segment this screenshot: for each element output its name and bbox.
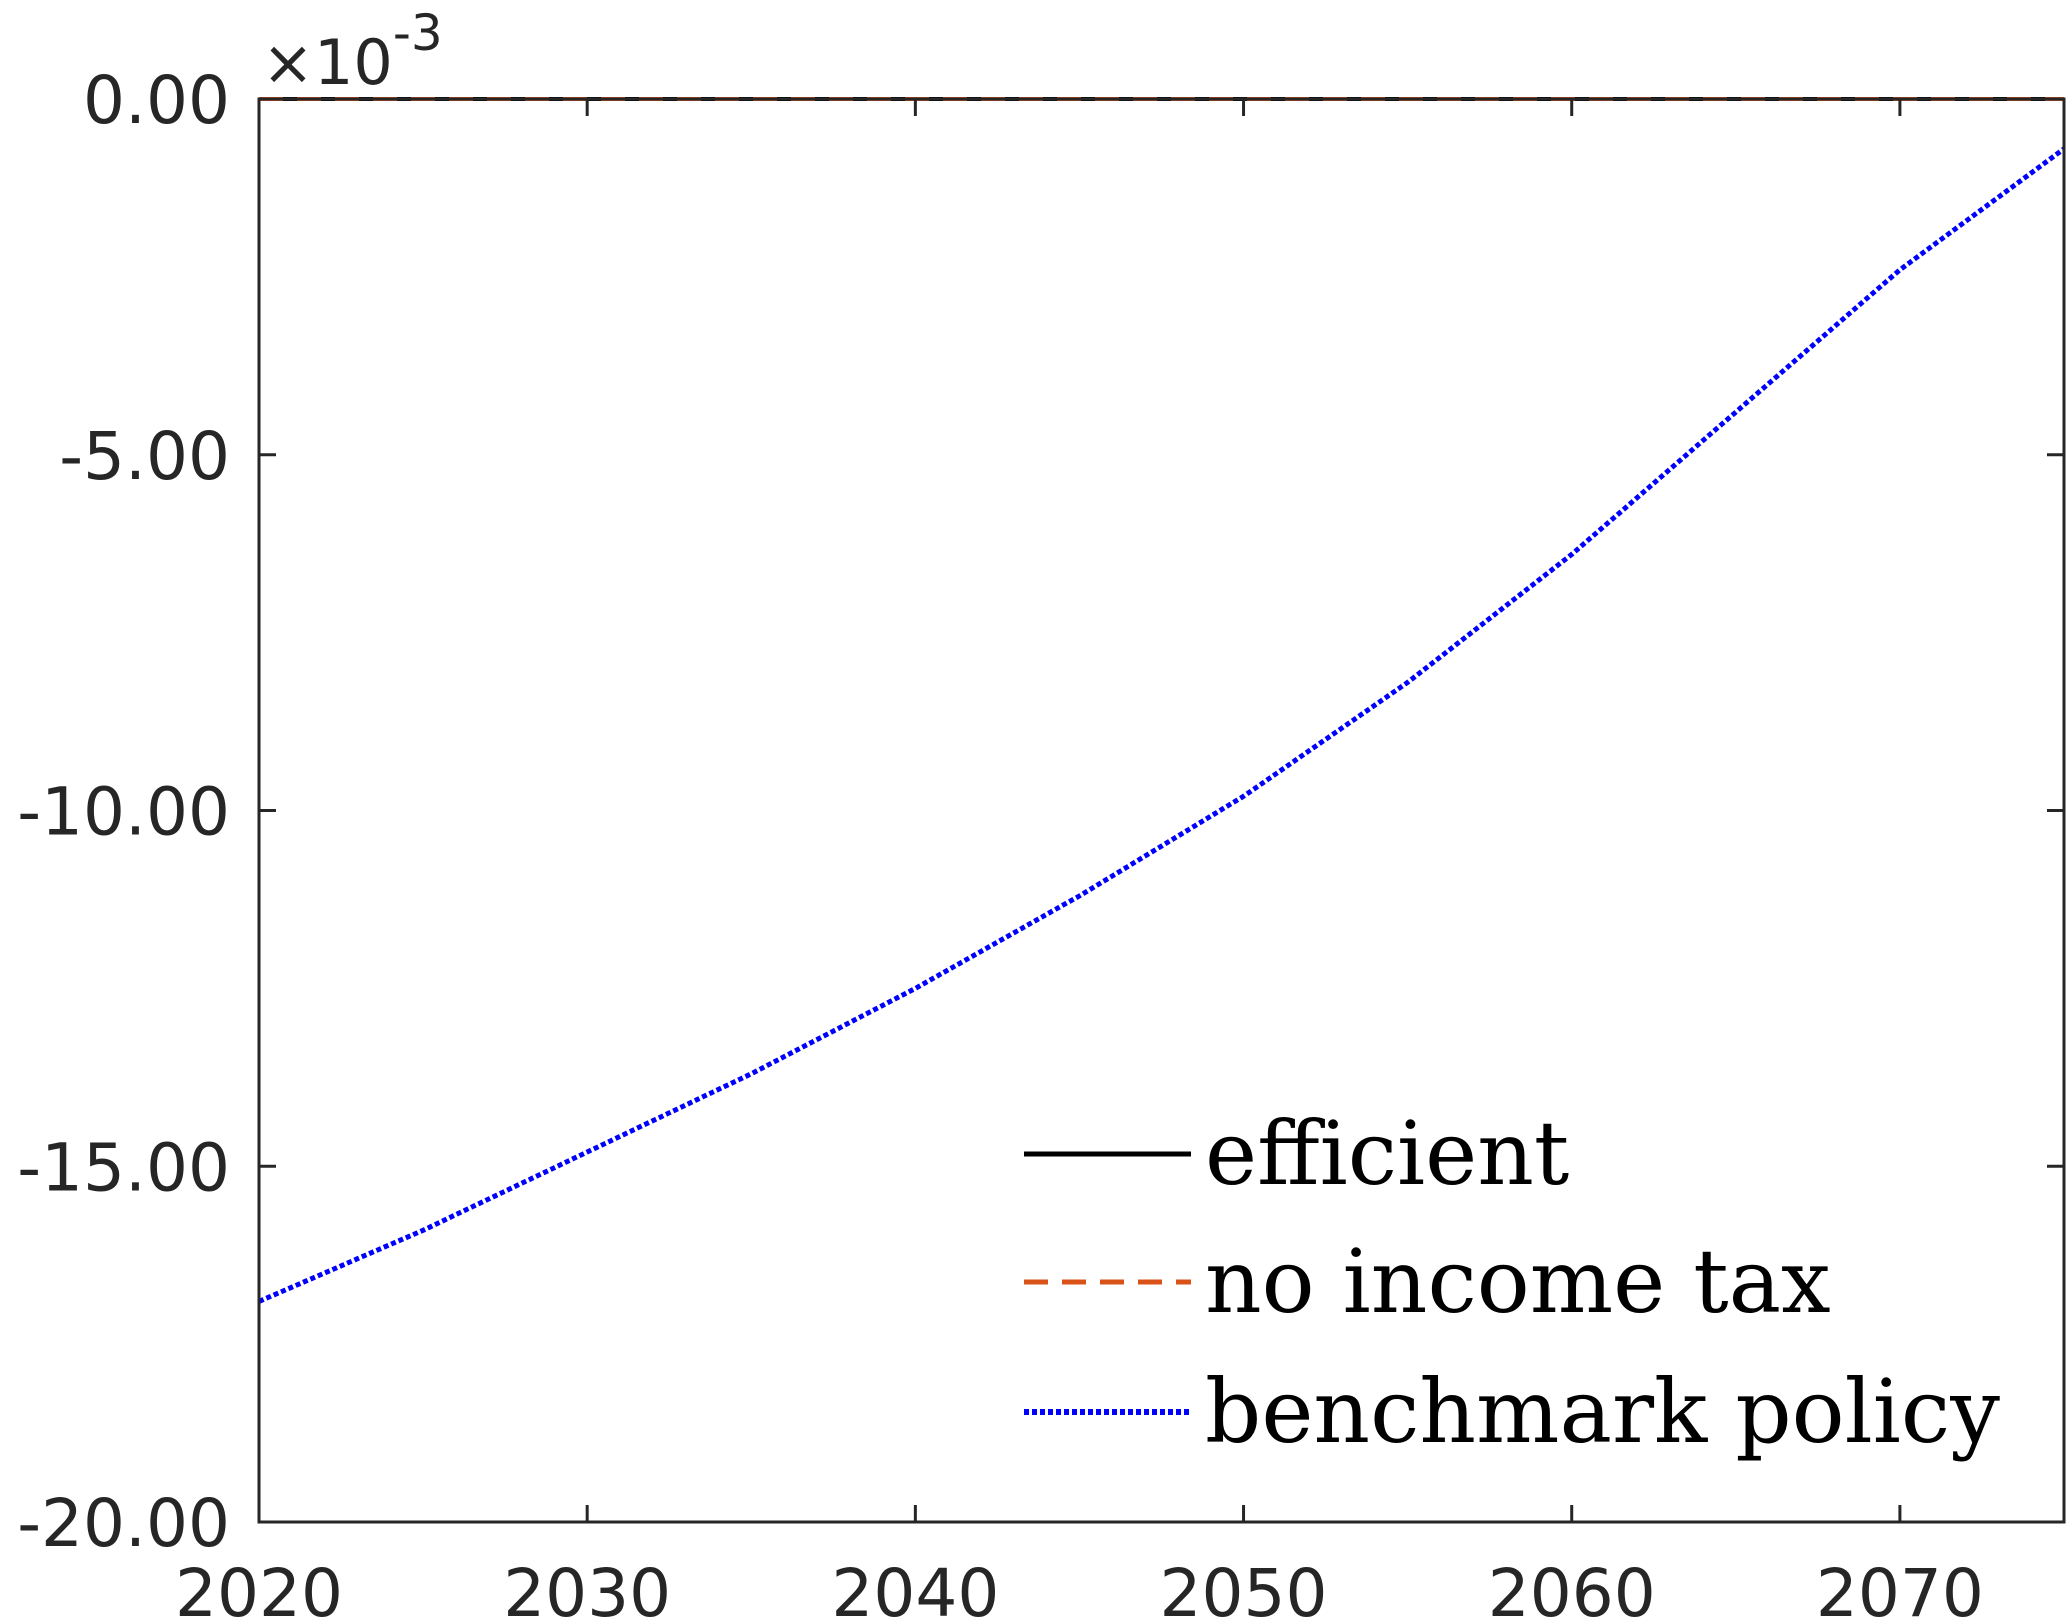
x-tick-label: 2050 xyxy=(1160,1555,1328,1622)
x-tick-label: 2020 xyxy=(175,1555,343,1622)
series-line-benchmark-policy xyxy=(258,146,2066,1304)
y-tick-label: -5.00 xyxy=(59,418,230,495)
legend-label: no income tax xyxy=(1205,1230,1831,1333)
y-tick-label: -10.00 xyxy=(17,774,230,851)
y-tick-label: -15.00 xyxy=(17,1129,230,1206)
legend-label: benchmark policy xyxy=(1205,1360,2000,1463)
ticks-layer xyxy=(257,97,2064,1524)
y-tick-label: -20.00 xyxy=(17,1485,230,1562)
x-tick-label: 2070 xyxy=(1816,1555,1984,1622)
y-axis-exponent-base: ×10 xyxy=(262,26,393,99)
y-tick-labels: 0.00 -5.00 -10.00 -15.00 -20.00 xyxy=(17,62,230,1562)
x-tick-label: 2060 xyxy=(1488,1555,1656,1622)
x-tick-label: 2030 xyxy=(503,1555,671,1622)
y-tick-label: 0.00 xyxy=(83,62,230,139)
y-axis-exponent: ×10-3 xyxy=(262,4,443,99)
x-tick-label: 2040 xyxy=(831,1555,999,1622)
plot-area xyxy=(259,99,2064,1522)
legend: efficient no income tax benchmark policy xyxy=(1024,1102,2000,1463)
y-axis-exponent-power: -3 xyxy=(393,4,443,62)
legend-label: efficient xyxy=(1205,1102,1569,1205)
x-tick-labels: 2020 2030 2040 2050 2060 2070 xyxy=(175,1555,1984,1622)
